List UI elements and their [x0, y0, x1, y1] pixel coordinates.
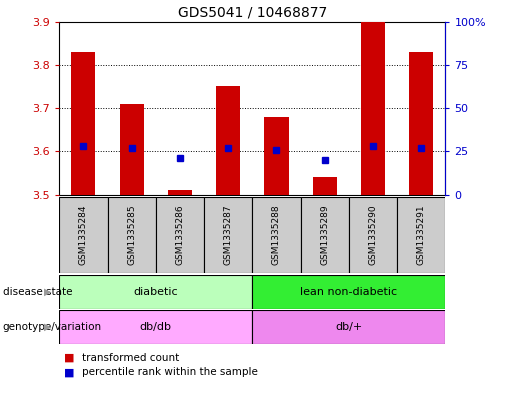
Text: GSM1335286: GSM1335286 [176, 204, 184, 265]
Bar [264, 117, 288, 195]
Bar [216, 86, 241, 195]
Bar [252, 310, 445, 344]
Bar [156, 196, 204, 273]
Bar [252, 196, 301, 273]
Bar [119, 104, 144, 195]
Text: ▶: ▶ [44, 322, 52, 332]
Text: lean non-diabetic: lean non-diabetic [300, 287, 398, 297]
Text: db/+: db/+ [335, 322, 363, 332]
Title: GDS5041 / 10468877: GDS5041 / 10468877 [178, 5, 327, 19]
Text: ■: ■ [64, 367, 75, 377]
Text: diabetic: diabetic [133, 287, 178, 297]
Text: GSM1335284: GSM1335284 [79, 205, 88, 265]
Text: percentile rank within the sample: percentile rank within the sample [82, 367, 259, 377]
Text: GSM1335291: GSM1335291 [417, 204, 426, 265]
Bar [361, 22, 385, 195]
Bar [397, 196, 445, 273]
Text: db/db: db/db [140, 322, 172, 332]
Bar [252, 275, 445, 309]
Bar [59, 310, 252, 344]
Bar [59, 196, 108, 273]
Bar [168, 190, 192, 195]
Text: GSM1335287: GSM1335287 [224, 204, 233, 265]
Text: transformed count: transformed count [82, 353, 180, 363]
Bar [301, 196, 349, 273]
Text: GSM1335285: GSM1335285 [127, 204, 136, 265]
Text: GSM1335288: GSM1335288 [272, 204, 281, 265]
Text: GSM1335289: GSM1335289 [320, 204, 329, 265]
Text: GSM1335290: GSM1335290 [369, 204, 377, 265]
Bar [349, 196, 397, 273]
Bar [59, 275, 252, 309]
Bar [108, 196, 156, 273]
Bar [409, 52, 434, 195]
Text: ■: ■ [64, 353, 75, 363]
Bar [204, 196, 252, 273]
Bar [313, 177, 337, 195]
Bar [71, 52, 95, 195]
Text: genotype/variation: genotype/variation [3, 322, 101, 332]
Text: ▶: ▶ [44, 287, 52, 297]
Text: disease state: disease state [3, 287, 72, 297]
